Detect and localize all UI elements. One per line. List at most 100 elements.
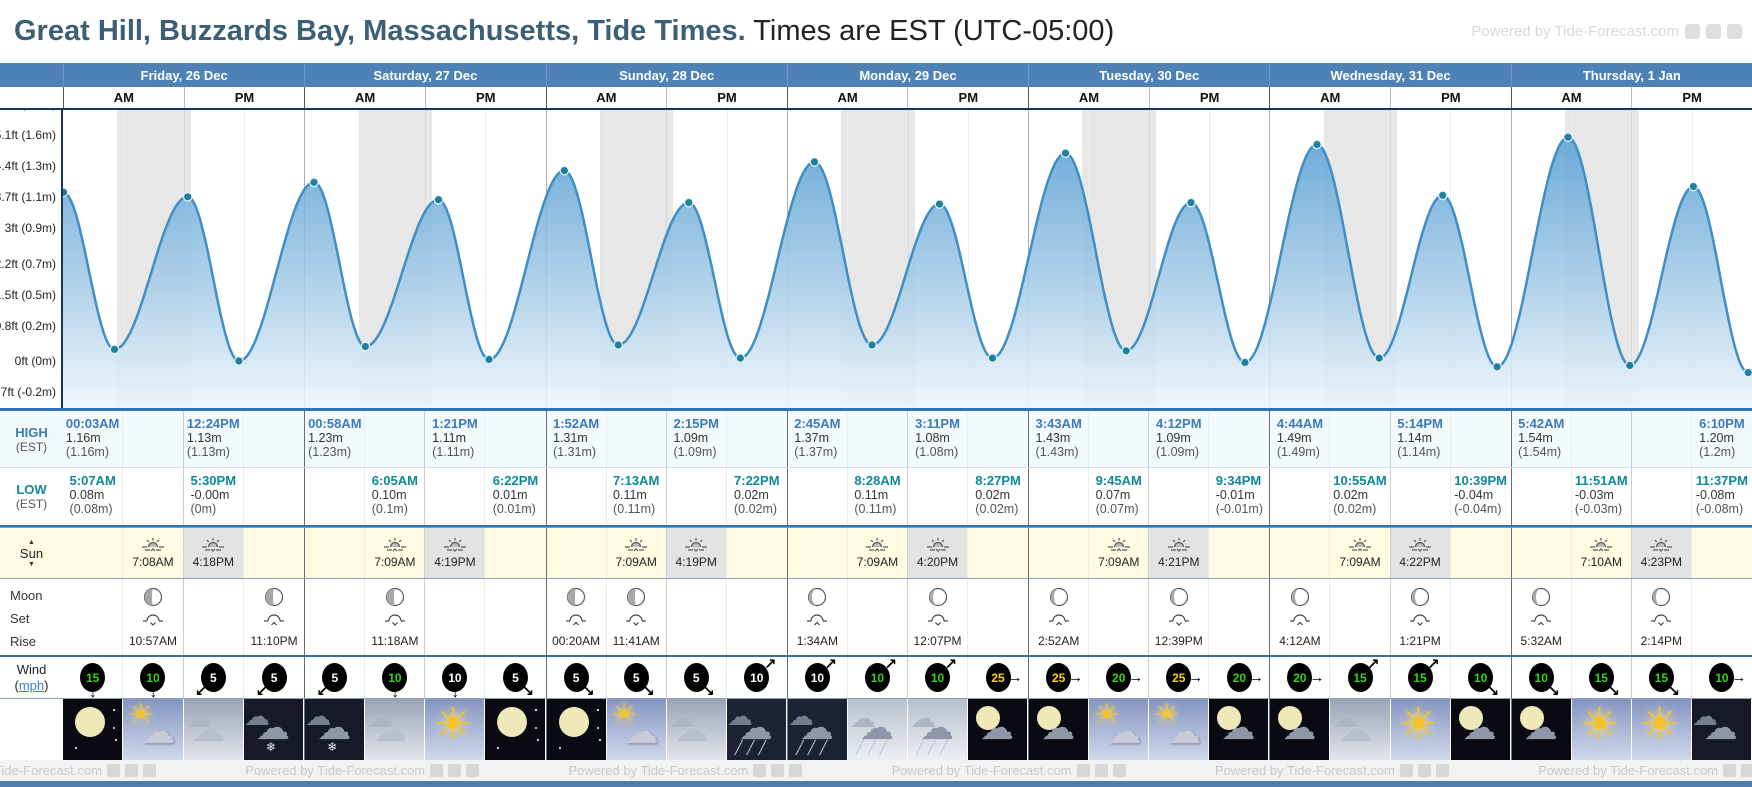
tide-height: 1.09m xyxy=(1156,431,1191,445)
tide-time: 5:42AM xyxy=(1518,416,1565,431)
day-column: ☀ ☁ ☁ ☁ ☁ ☁ ☁ ❄ xyxy=(63,699,305,760)
tide-time: 9:45AM xyxy=(1095,473,1142,488)
high-row-sublabel: (EST) xyxy=(15,439,48,454)
moon-set-time: 11:41AM xyxy=(612,634,660,648)
social-icon xyxy=(1399,764,1413,777)
quarter-slot xyxy=(305,579,366,655)
sunrise-icon xyxy=(866,538,889,552)
page-title: Great Hill, Buzzards Bay, Massachusetts,… xyxy=(14,15,1114,48)
powered-by-footer: Powered by Tide-Forecast.com xyxy=(892,763,1126,778)
day-column: 5:32AM 2:14PM xyxy=(1510,579,1752,655)
tide-high-entry: 1:21PM 1.11m (1.11m) xyxy=(432,411,478,459)
sunset-time: 4:21PM xyxy=(1158,555,1200,569)
tide-height: 1.09m xyxy=(673,431,709,445)
tide-low-entry: 5:07AM 0.08m (0.08m) xyxy=(70,468,116,516)
low-tide-row: LOW (EST) 5:07AM 0.08m (0.08m) 5:30PM -0.00m… xyxy=(0,467,1752,527)
quarter-slot: 25 → xyxy=(968,657,1028,698)
day-header: Friday, 26 Dec xyxy=(63,63,304,87)
quarter-gridline xyxy=(605,110,607,408)
am-label: AM xyxy=(113,90,134,105)
moonset-icon xyxy=(142,614,163,626)
quarter-slot: 15 ↘ xyxy=(1632,657,1692,699)
wind-direction-arrow: ↗ xyxy=(763,656,777,673)
social-icon xyxy=(1727,24,1742,39)
tide-time: 7:22PM xyxy=(734,473,780,488)
weather-cell-cloudy-night: ☁ ☁ xyxy=(1691,699,1752,760)
moonrise-icon xyxy=(1048,614,1069,626)
tide-extreme-dot xyxy=(1374,353,1384,363)
sunrise-time: 7:09AM xyxy=(1339,555,1381,569)
weather-cell-sunny: ☀ xyxy=(425,699,486,760)
sunset-icon xyxy=(443,538,466,552)
sunrise-icon xyxy=(625,538,648,552)
day-column: 4:12AM 1:21PM xyxy=(1269,579,1510,655)
moon-set-time: 12:07PM xyxy=(913,634,962,648)
quarter-slot xyxy=(63,579,124,655)
quarter-slot xyxy=(788,468,848,525)
quarter-slot: 25 → xyxy=(1149,657,1210,698)
sunrise-time: 7:09AM xyxy=(615,555,657,569)
quarter-slot: 10 ↗ xyxy=(848,657,908,698)
social-icon xyxy=(1685,24,1700,39)
day-ampm: AM PM xyxy=(304,87,545,108)
quarter-slot: 5:32AM xyxy=(1512,579,1572,655)
quarter-slot xyxy=(1451,579,1511,655)
quarter-slot: 12:39PM xyxy=(1149,579,1210,655)
quarter-slot: 00:03AM 1.16m (1.16m) xyxy=(63,411,124,467)
day-column: 00:58AM 1.23m (1.23m) 1:21PM 1.11m (1.11m) xyxy=(304,411,545,467)
tide-height: 1.54m xyxy=(1518,431,1553,445)
quarter-slot xyxy=(1330,411,1391,467)
quarter-slot: 1:21PM 1.11m (1.11m) xyxy=(425,411,486,467)
quarter-slot: 11:51AM -0.03m (-0.03m) xyxy=(1572,468,1632,525)
quarter-gridline xyxy=(123,110,125,408)
social-icon xyxy=(124,764,138,777)
quarter-slot: 10:57AM xyxy=(123,579,184,655)
moon-set-entry: 2:14PM xyxy=(1632,579,1691,655)
sunrise-entry: 7:09AM xyxy=(365,528,424,578)
wind-speed: 20 xyxy=(1112,670,1126,685)
quarter-slot: 5 ↙ xyxy=(305,657,366,699)
moon-rise-time: 11:10PM xyxy=(250,634,298,648)
sunset-icon xyxy=(1409,538,1432,552)
social-icon xyxy=(1723,764,1736,777)
sunset-entry: 4:21PM xyxy=(1149,528,1208,578)
tide-extreme-dot xyxy=(559,165,570,176)
tide-extreme-dot xyxy=(987,353,998,363)
y-axis-label: 2.2ft (0.7m) xyxy=(0,256,56,271)
quarter-slot xyxy=(667,468,727,525)
wind-direction-arrow: ↘ xyxy=(521,683,534,700)
weather-cell-partly-night: ☁ xyxy=(968,699,1029,760)
day-gridline xyxy=(1269,110,1271,408)
quarter-slot: 12:24PM 1.13m (1.13m) xyxy=(184,411,244,467)
weather-cell-partly-day: ☀ ☁ ☁ xyxy=(606,699,667,760)
day-column: ☁ ☀ ☀ ☁ ☁ xyxy=(1510,699,1752,760)
quarter-slot: 15 ↘ xyxy=(1572,657,1632,699)
day-column: 7:13AM 0.11m (0.11m) 7:22PM 0.02m (0.02m) xyxy=(545,468,787,525)
weather-row: ☀ ☁ ☁ ☁ ☁ ☁ ☁ ❄ ☁ ☁ ❄ ☁ ☁ ☀ ☀ ☁ ☁ ☁ ☁ ☁ ☁ ╱╱╱ ☁ ☁ ╱╱╱ ☁ ☁ ╱╱╱ ☁ ☁ ╱╱╱ ☁… xyxy=(0,698,1752,760)
sunset-icon xyxy=(202,538,225,552)
sunset-icon xyxy=(926,538,949,552)
wind-balloon: 10 ↘ xyxy=(1468,663,1499,699)
day-column: 11:51AM -0.03m (-0.03m) 11:37PM -0.08m (-0.08… xyxy=(1510,468,1752,525)
tide-extreme-dot xyxy=(1240,357,1250,368)
day-column: 7:09AM 4:19PM xyxy=(304,528,545,578)
quarter-slot: 4:21PM xyxy=(1149,528,1210,578)
wind-balloon: 20 → xyxy=(1287,663,1324,692)
tide-high-entry: 4:44AM 1.49m (1.49m) xyxy=(1277,411,1323,459)
quarter-slot xyxy=(184,579,244,655)
y-axis: 5.8ft (1.8m) 5.1ft (1.6m) 4.4ft (1.3m) 3.7f… xyxy=(0,110,63,408)
sunrise-entry: 7:09AM xyxy=(607,528,666,578)
tide-height: 1.14m xyxy=(1397,431,1433,445)
pm-label: PM xyxy=(1390,87,1511,108)
tide-low-entry: 10:39PM -0.04m (-0.04m) xyxy=(1454,468,1507,516)
quarter-slot: 4:22PM xyxy=(1390,528,1451,578)
tide-curve-svg xyxy=(63,132,1752,408)
wind-direction-arrow: ↓ xyxy=(149,684,157,701)
sunrise-icon xyxy=(383,538,406,552)
tide-height: 1.16m xyxy=(65,431,101,445)
tide-extreme-dot xyxy=(1688,181,1699,192)
tide-low-entry: 6:05AM 0.10m (0.1m) xyxy=(372,468,418,516)
mph-link[interactable]: mph xyxy=(18,677,45,693)
wind-direction-arrow: ↘ xyxy=(1547,683,1560,700)
sunrise-icon xyxy=(1107,538,1130,552)
